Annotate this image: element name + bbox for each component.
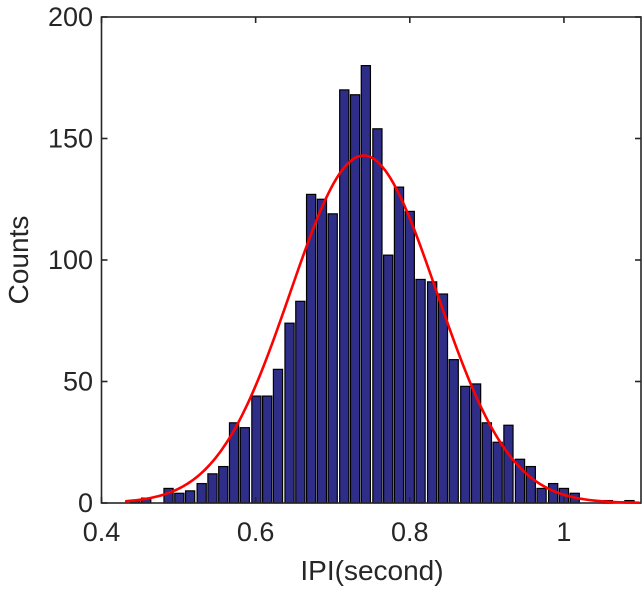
bars-layer: [130, 64, 635, 504]
x-tick-label-0.6: 0.6: [237, 517, 275, 547]
histogram-bar: [404, 210, 415, 504]
histogram-bar: [196, 482, 207, 504]
histogram-bar: [383, 254, 394, 504]
histogram-bar: [481, 422, 493, 504]
normal-fit-curve: [124, 154, 640, 504]
y-tick-label-200: 200: [48, 2, 93, 32]
y-tick-label-50: 50: [63, 367, 93, 397]
histogram-bar: [316, 198, 328, 504]
histogram-bar: [448, 359, 459, 504]
histogram-bar: [327, 213, 338, 504]
histogram-bar: [339, 89, 350, 504]
histogram-bar: [207, 473, 218, 504]
histogram-bar: [492, 441, 503, 504]
curve-layer: [124, 154, 640, 504]
histogram-bar: [295, 300, 306, 504]
histogram-bar: [184, 490, 196, 504]
histogram-bar: [272, 368, 284, 504]
x-tick-label-0.8: 0.8: [391, 517, 429, 547]
histogram-bar: [426, 281, 438, 504]
histogram-bar: [536, 487, 547, 504]
histogram-bar: [525, 465, 536, 504]
histogram-bar: [415, 278, 426, 504]
x-tick-label-0.4: 0.4: [83, 517, 121, 547]
histogram-bar: [437, 293, 449, 504]
histogram-bar: [251, 395, 262, 504]
axes-layer: [100, 16, 642, 504]
axes-box: [100, 16, 642, 504]
histogram-bar: [218, 465, 229, 504]
histogram-bar: [284, 322, 295, 504]
histogram-bar: [393, 186, 405, 504]
histogram-bar: [460, 385, 471, 504]
x-axis-label: IPI(second): [300, 555, 443, 586]
histogram-bar: [503, 424, 514, 504]
y-tick-label-100: 100: [48, 245, 93, 275]
y-axis-label: Counts: [3, 216, 34, 305]
x-tick-label-1: 1: [556, 517, 571, 547]
histogram-bar: [360, 64, 372, 504]
histogram-bar: [262, 395, 273, 504]
histogram-bar: [174, 492, 185, 504]
y-tick-label-0: 0: [78, 488, 93, 518]
y-tick-label-150: 150: [48, 124, 93, 154]
histogram-bar: [239, 427, 251, 504]
histogram-bar: [372, 128, 383, 504]
